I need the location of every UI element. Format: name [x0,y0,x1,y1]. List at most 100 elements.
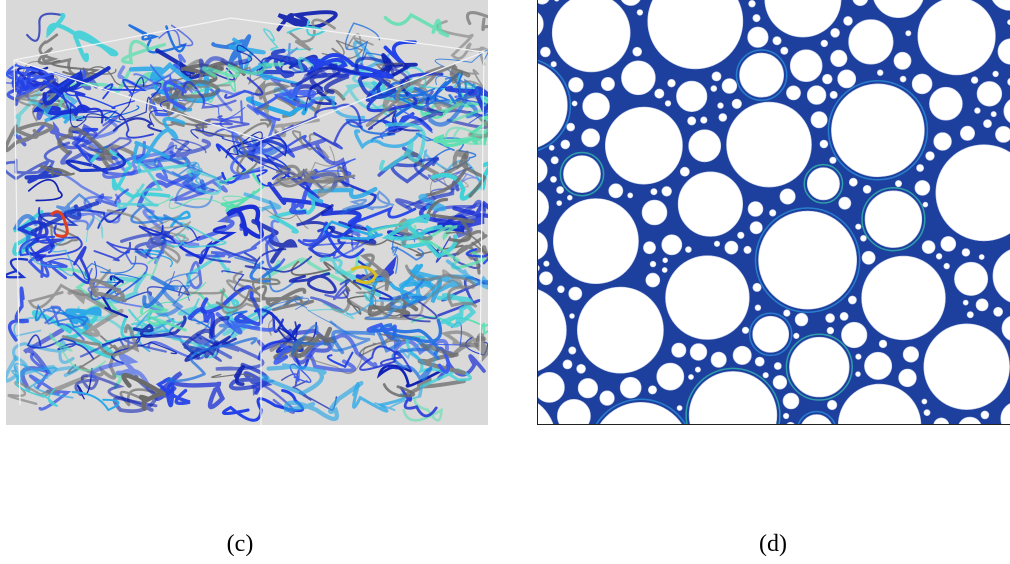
grain [633,47,642,56]
grain [755,357,764,366]
grain [665,101,671,107]
grain [750,222,762,234]
grain [899,369,917,387]
grain [786,86,800,100]
grain [784,310,791,317]
grain [841,322,867,348]
grain [894,52,911,69]
grain [572,101,577,106]
grain [922,399,927,404]
grain [821,40,828,47]
grain [934,133,952,151]
grain [577,364,586,373]
grain [689,130,721,162]
grain [879,340,887,348]
grain [651,189,657,195]
grain [944,263,950,269]
grain [781,47,788,54]
grain [960,126,974,140]
grain [773,375,787,389]
grain [924,324,1010,410]
grain [553,199,638,284]
grain [749,0,756,7]
grain [577,287,663,373]
grain [712,72,721,81]
grain [685,247,691,253]
grain [544,261,550,267]
grain [701,117,708,124]
grain [831,50,848,67]
grain [540,47,550,57]
grain [676,81,707,112]
grain [742,327,749,334]
grain [849,178,857,186]
grain [773,37,781,45]
grain [662,186,672,196]
grain [678,172,743,237]
grain [769,210,776,217]
grain [738,232,745,239]
grain [811,112,827,128]
grain [856,354,862,360]
grain [655,89,664,98]
grain [714,241,720,247]
grain [748,27,769,48]
grain [643,242,655,254]
grain [662,267,667,272]
grain [862,256,946,340]
grain [917,164,924,171]
grain [849,20,894,65]
grain [744,246,751,253]
grain [733,346,751,364]
grain [936,253,942,259]
porous-flow-image [537,0,1010,425]
grain [570,314,575,319]
grain [831,84,924,177]
grain [753,283,761,291]
grain [561,140,570,149]
grain [551,157,558,164]
grain [552,0,630,72]
grain [567,195,572,200]
grain [695,367,700,372]
grain [979,254,984,259]
grain [865,191,922,248]
grain [976,299,988,311]
grain [856,224,862,230]
grain [906,31,911,36]
caption: (c) [227,531,254,558]
grain [609,184,623,198]
grain [582,129,600,147]
grain [941,236,956,251]
grain [923,202,928,207]
grain [830,91,837,98]
grain [922,241,935,254]
grain [550,176,556,182]
grain [827,400,837,410]
grain [563,156,600,193]
grain [601,77,614,90]
grain [831,28,840,37]
grain [822,74,832,84]
grain [856,372,861,377]
grain [912,74,932,94]
grain [971,77,978,84]
grain [860,235,866,241]
grain [551,61,557,67]
streamline-image [6,0,488,425]
grain [780,189,795,204]
grain [993,71,999,77]
grain [862,251,875,264]
grain [807,168,839,200]
grain [672,343,686,357]
grain [663,258,668,263]
grain [600,391,615,406]
grain [620,377,641,398]
grain [783,413,789,419]
grain [967,312,973,318]
grain [839,197,851,209]
grain [569,347,576,354]
grain [830,157,837,164]
grain [838,70,856,88]
grain [748,202,763,217]
